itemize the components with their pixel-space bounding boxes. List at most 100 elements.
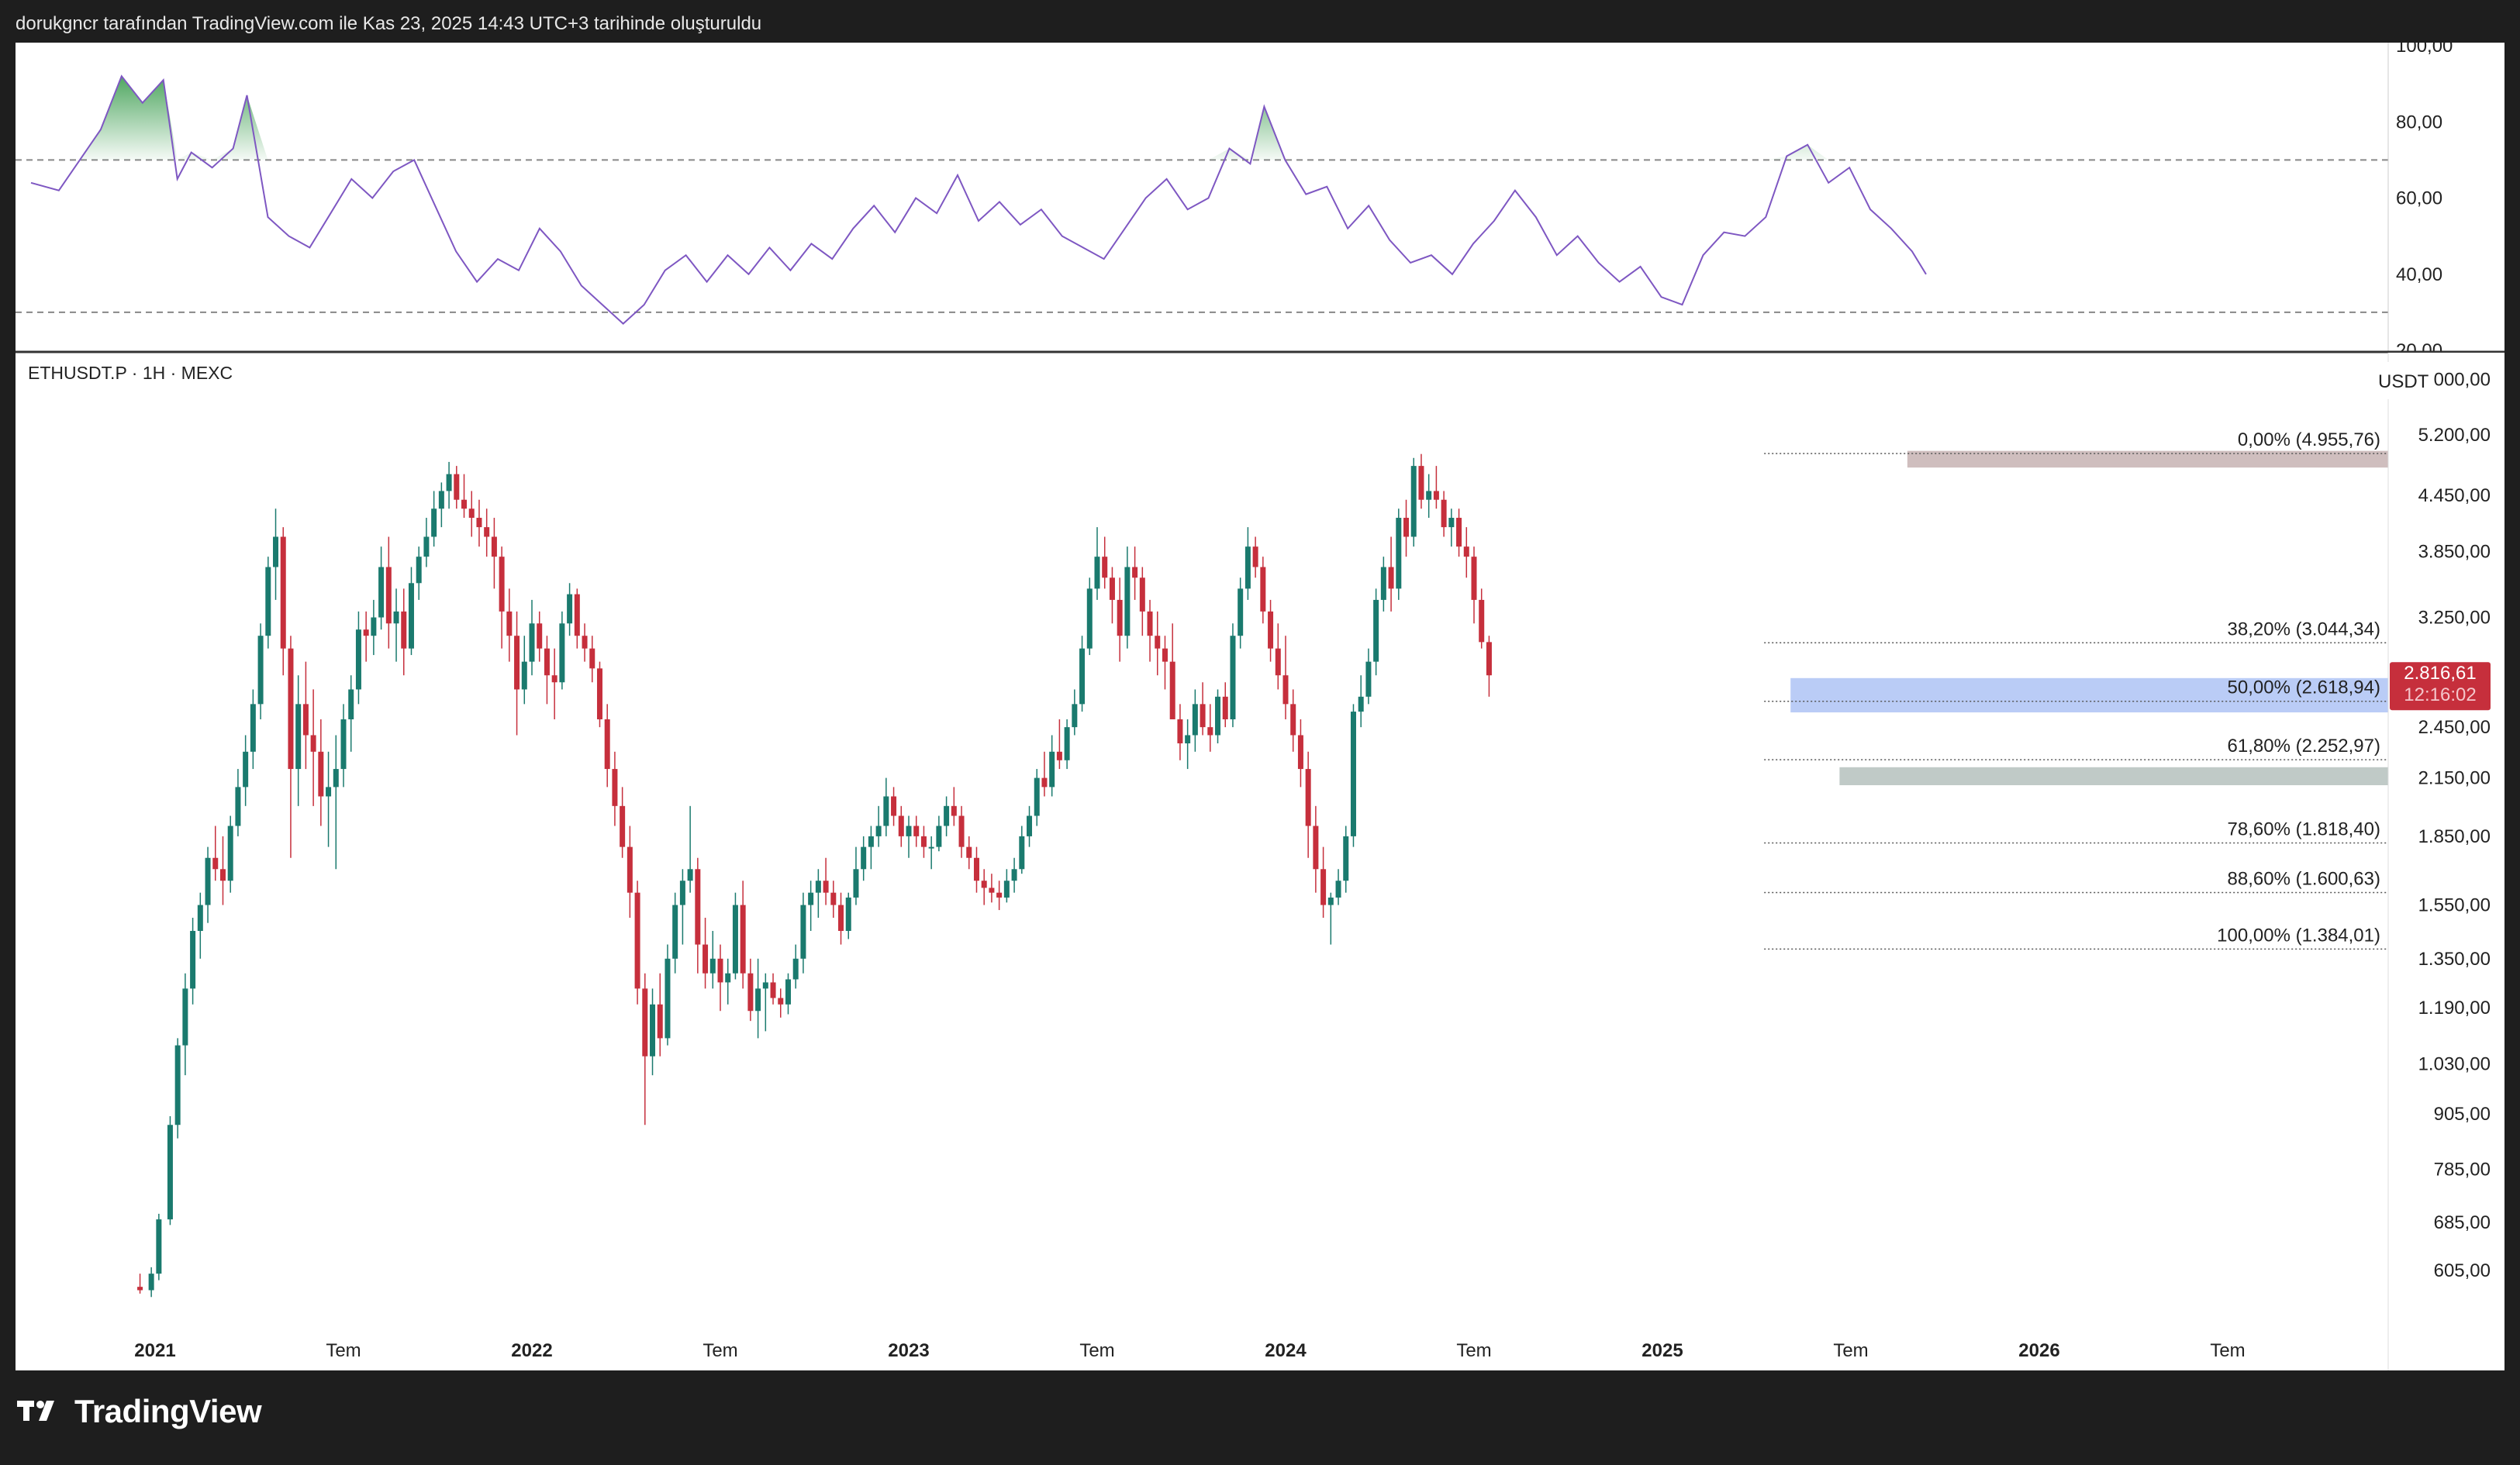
candle	[627, 826, 633, 918]
time-axis-label: Tem	[1079, 1340, 1114, 1361]
candle	[295, 675, 302, 806]
time-axis[interactable]: 2021 Tem 2022 Tem 2023 Tem 2024 Tem 2025 Tem 2026 T…	[134, 1340, 2245, 1361]
candle	[604, 704, 610, 788]
candle	[1343, 826, 1349, 893]
candle	[1335, 869, 1341, 905]
candle	[1313, 805, 1319, 893]
candle	[537, 611, 543, 662]
candle	[371, 599, 377, 656]
time-axis-label: Tem	[1456, 1340, 1491, 1361]
top-supply-zone[interactable]	[1907, 450, 2388, 468]
candle	[981, 869, 987, 905]
candle	[845, 892, 851, 939]
candle	[431, 491, 437, 547]
price-axis-tick: 1.350,00	[2418, 949, 2491, 970]
price-axis-tick: 4.450,00	[2418, 485, 2491, 506]
currency-badge[interactable]: USDT	[2370, 362, 2432, 399]
candle	[1139, 567, 1145, 636]
candle	[1169, 623, 1175, 720]
price-axis-tick: 3.250,00	[2418, 608, 2491, 629]
candle	[1418, 453, 1424, 509]
candle	[302, 661, 309, 770]
time-axis-label: 2021	[134, 1340, 175, 1361]
candle	[454, 466, 460, 509]
candle	[484, 508, 490, 557]
price-axis-tick: 785,00	[2434, 1159, 2491, 1180]
fibonacci-retracement[interactable]: 0,00% (4.955,76) 38,20% (3.044,34) 50,00% …	[1764, 429, 2388, 950]
time-axis-label: Tem	[702, 1340, 737, 1361]
candle	[898, 805, 904, 847]
candle	[582, 623, 588, 662]
candle	[1252, 536, 1258, 578]
price-axis-tick: 605,00	[2434, 1260, 2491, 1281]
rsi-line	[30, 74, 1927, 325]
candle	[973, 846, 979, 893]
candle	[355, 611, 361, 705]
candle	[770, 973, 776, 1005]
candle	[1124, 546, 1131, 649]
candle	[1479, 588, 1485, 649]
tradingview-logo-icon	[17, 1401, 54, 1421]
candle	[944, 796, 950, 836]
price-axis[interactable]: 6.000,005.200,004.450,003.850,003.250,00…	[2387, 353, 2504, 1370]
candle	[333, 735, 339, 870]
candle	[1177, 704, 1183, 760]
price-axis-bg	[2388, 353, 2504, 1370]
candle	[906, 815, 912, 858]
candle	[529, 599, 535, 676]
candle	[318, 719, 324, 826]
candle	[891, 787, 897, 826]
candle	[996, 881, 1003, 911]
candle	[1441, 491, 1447, 537]
candle	[137, 1274, 143, 1294]
candle	[408, 567, 414, 656]
candle	[1268, 599, 1274, 662]
candle	[709, 930, 716, 989]
candle	[1448, 508, 1455, 547]
gray-zone[interactable]	[1839, 767, 2388, 785]
candle	[461, 474, 468, 519]
blue-zone[interactable]	[1790, 677, 2388, 713]
candle	[830, 881, 837, 918]
candle	[928, 836, 934, 870]
candle	[1162, 636, 1168, 690]
candle	[755, 958, 761, 1039]
candle	[243, 735, 249, 806]
candle	[958, 805, 965, 858]
candle	[875, 805, 882, 847]
candle	[800, 892, 806, 974]
candles-layer	[137, 453, 1492, 1298]
candle	[190, 917, 196, 1005]
candle	[1463, 527, 1469, 578]
candle	[1117, 577, 1123, 662]
candle	[1003, 869, 1010, 903]
bar-countdown: 12:16:02	[2404, 684, 2476, 705]
candle	[197, 892, 203, 959]
candle	[227, 815, 233, 893]
fib-label: 88,60% (1.600,63)	[2228, 868, 2380, 889]
candle	[476, 499, 482, 547]
candle	[265, 557, 271, 649]
candle	[1072, 689, 1078, 736]
candle	[1403, 499, 1410, 557]
price-axis-tick: 685,00	[2434, 1212, 2491, 1233]
candle	[1358, 675, 1364, 728]
candle	[1132, 546, 1138, 600]
price-axis-tick: 1.550,00	[2418, 895, 2491, 916]
candle	[778, 988, 784, 1018]
candle	[250, 689, 256, 770]
candle	[1207, 704, 1213, 752]
candle	[499, 546, 505, 649]
candle	[1056, 719, 1062, 770]
candle	[156, 1213, 162, 1281]
candle	[951, 787, 957, 826]
candle	[913, 815, 920, 847]
candle	[1034, 769, 1040, 826]
rsi-overbought-fill	[31, 76, 1926, 160]
fib-label: 100,00% (1.384,01)	[2217, 925, 2380, 946]
price-axis-tick: 2.450,00	[2418, 717, 2491, 738]
candle	[363, 611, 369, 662]
